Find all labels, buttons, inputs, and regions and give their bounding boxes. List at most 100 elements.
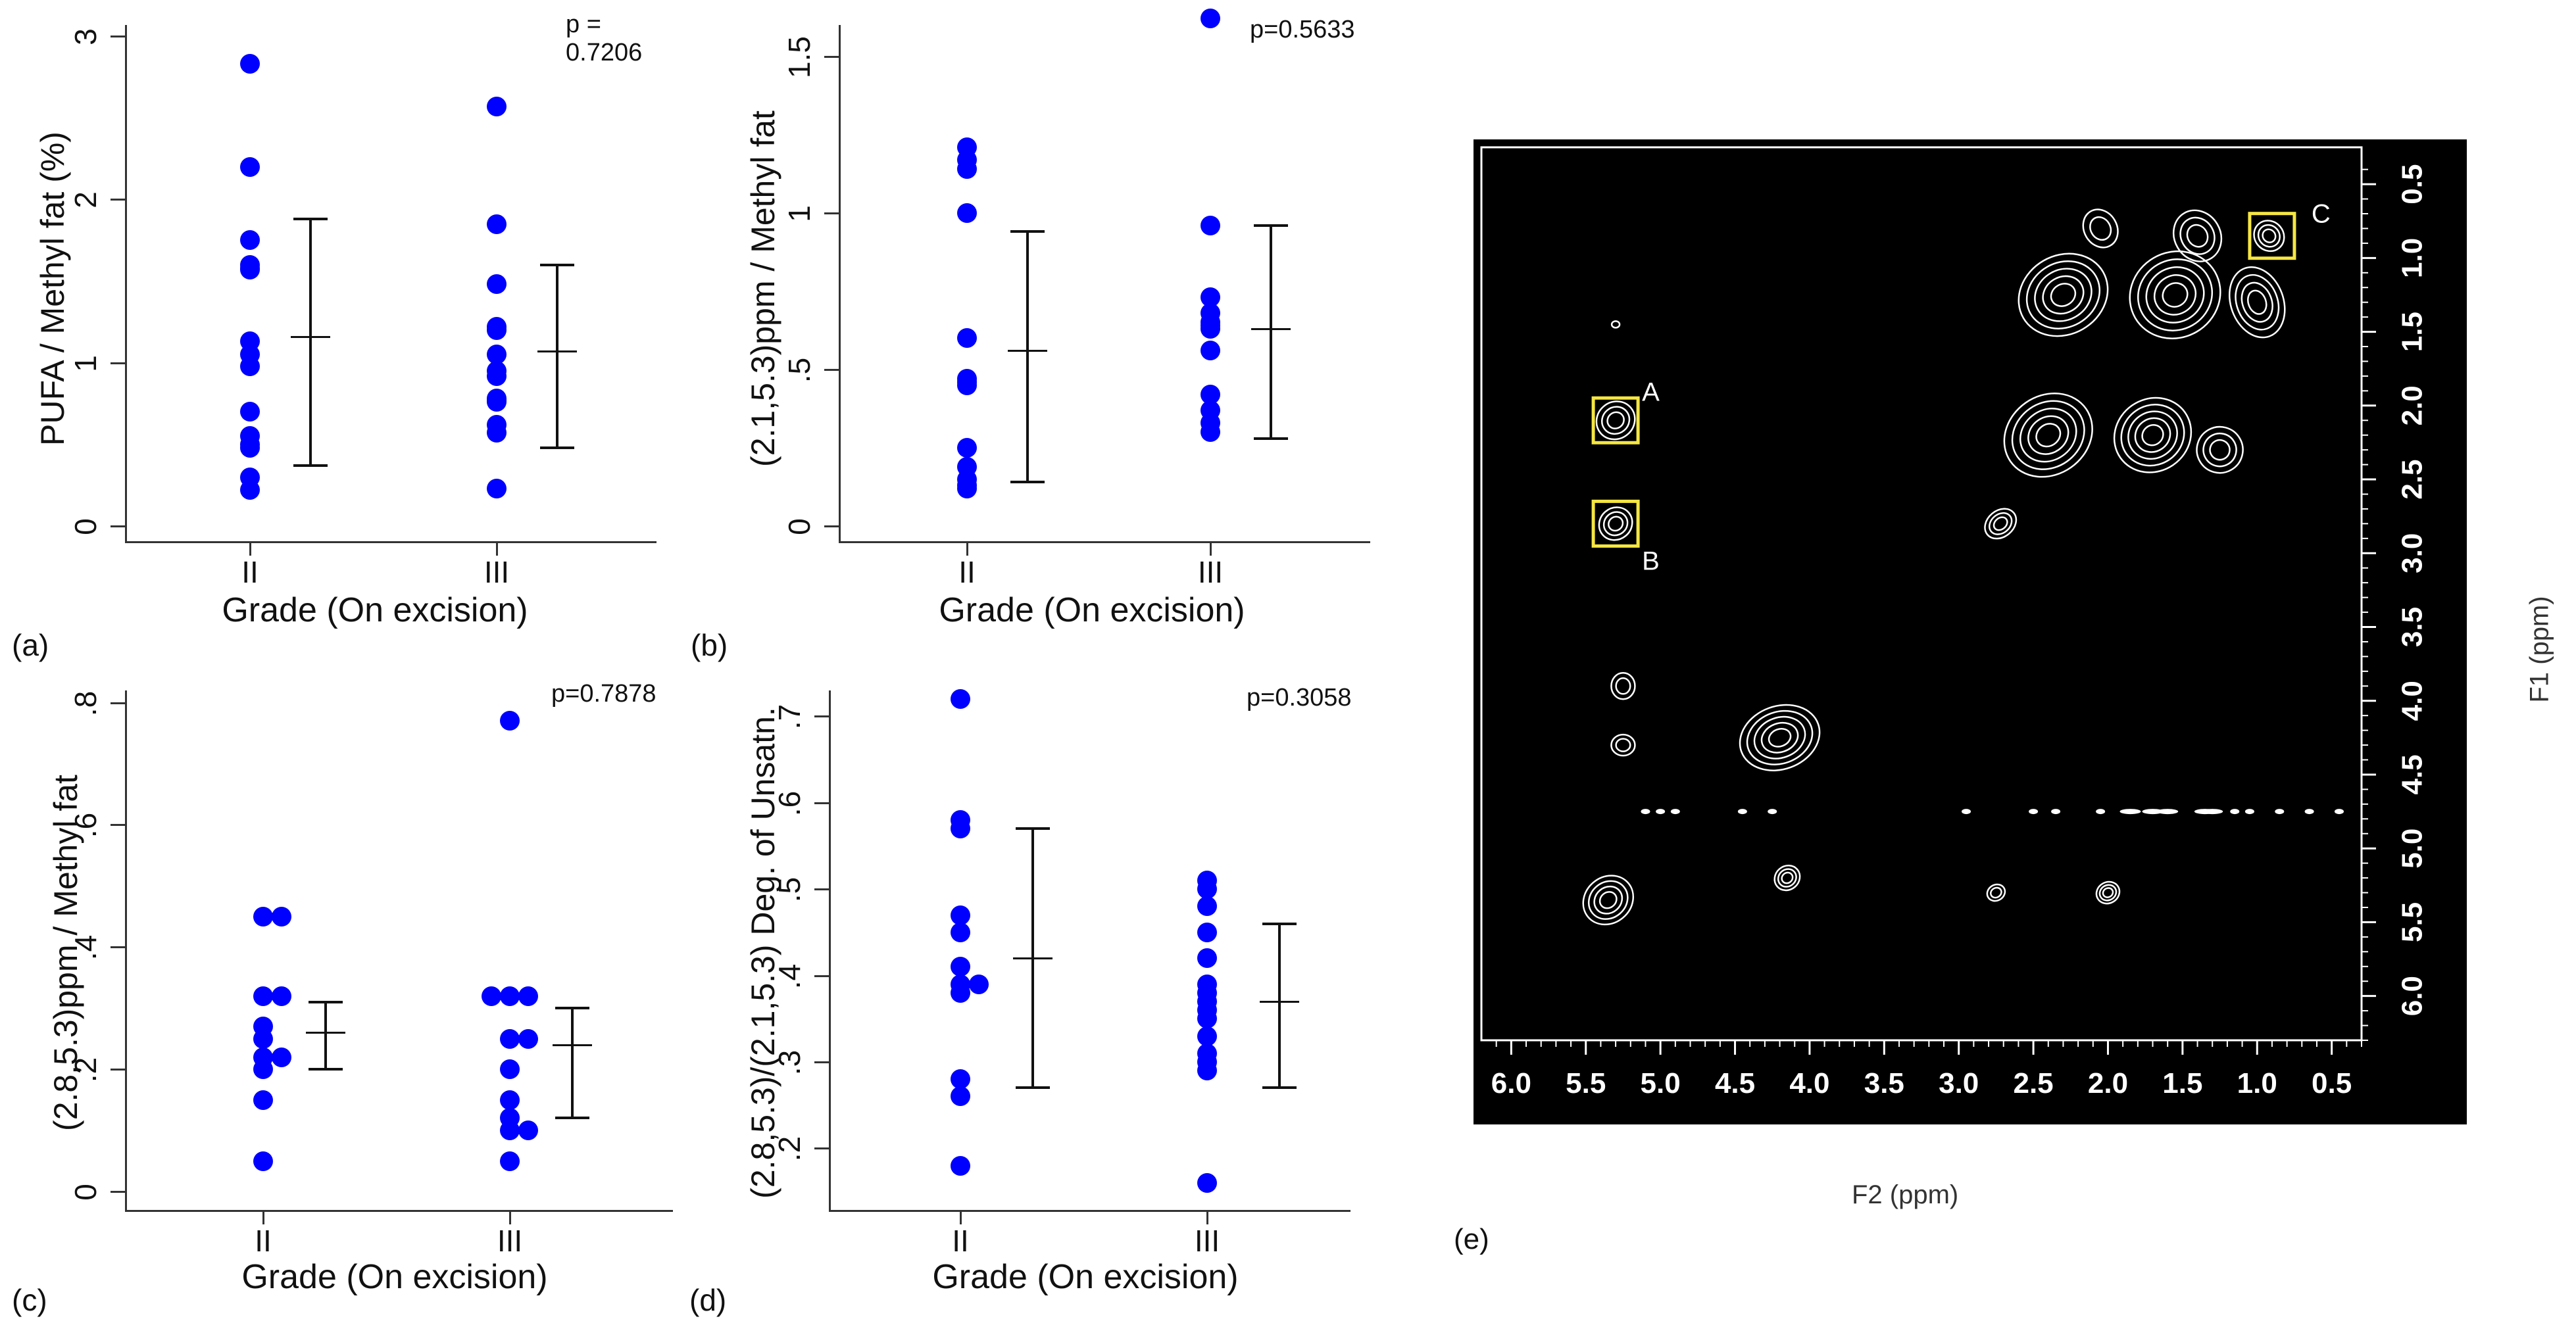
data-point [951, 1086, 970, 1107]
x-axis-label-a: Grade (On excision) [222, 591, 528, 629]
data-point [1197, 1061, 1217, 1081]
y-tick [824, 368, 839, 371]
peak-label-B: B [1642, 546, 1660, 575]
data-point [500, 711, 520, 731]
y-tick-label: 0 [68, 1184, 103, 1201]
x-tick [1206, 1210, 1208, 1224]
data-point [272, 1047, 291, 1067]
data-point [1197, 896, 1217, 917]
nmr-y-tick-label: 3.0 [2396, 533, 2429, 573]
nmr-noise [1768, 809, 1777, 815]
error-bar-cap-low [1254, 437, 1288, 440]
panel-label-a: (a) [12, 628, 49, 662]
data-point [1201, 318, 1220, 339]
plot-area-b [839, 25, 1370, 543]
error-bar-mean [1251, 327, 1291, 330]
data-point [253, 906, 273, 927]
nmr-contour [2120, 404, 2185, 467]
nmr-spectrum [1474, 139, 2467, 1124]
data-point [951, 905, 970, 925]
nmr-contour [2137, 258, 2214, 331]
nmr-contour [1610, 320, 1621, 329]
x-tick-label: III [1197, 555, 1224, 589]
peak-label-A: A [1642, 377, 1660, 406]
nmr-noise [2244, 809, 2254, 815]
nmr-contour [2129, 250, 2221, 339]
nmr-noise [1670, 809, 1680, 815]
data-point [500, 1151, 520, 1171]
nmr-contour [2209, 439, 2231, 461]
data-point [1197, 1172, 1217, 1193]
nmr-contour [2196, 425, 2244, 474]
data-point [240, 157, 260, 177]
y-tick [824, 525, 839, 527]
nmr-y-tick-label: 2.0 [2396, 385, 2429, 425]
data-point [253, 1151, 273, 1171]
data-point [253, 1090, 273, 1110]
nmr-x-tick-label: 0.5 [2312, 1067, 2352, 1099]
nmr-contour [2241, 281, 2273, 323]
y-tick-label: 1.5 [782, 36, 816, 78]
data-point [951, 1155, 970, 1176]
error-bar-cap-high [309, 1000, 343, 1003]
nmr-contour [2019, 408, 2077, 463]
plot-area-a [125, 25, 656, 543]
data-point [487, 366, 507, 386]
y-tick [814, 975, 829, 977]
nmr-x-tick-label: 5.5 [1566, 1067, 1606, 1099]
data-point [957, 159, 977, 180]
nmr-y-tick-label: 5.5 [2396, 902, 2429, 942]
nmr-noise [2142, 809, 2164, 815]
nmr-y-tick-label: 6.0 [2396, 976, 2429, 1016]
nmr-contour [2246, 289, 2267, 315]
nmr-contour [1993, 516, 2008, 531]
nmr-contour [1610, 733, 1636, 757]
x-tick [262, 1210, 264, 1224]
nmr-contour [1753, 715, 1806, 759]
nmr-contour [1990, 886, 2002, 899]
nmr-contour [1615, 738, 1631, 752]
nmr-x-tick-label: 2.5 [2013, 1067, 2053, 1099]
error-bar-mean [1260, 1000, 1299, 1003]
y-tick-label: 2 [68, 191, 103, 209]
data-point [1201, 341, 1220, 361]
nmr-contour [2050, 283, 2077, 307]
nmr-noise [2157, 809, 2179, 815]
error-bar-cap-low [293, 464, 328, 468]
data-point [957, 375, 977, 395]
data-point [487, 320, 507, 340]
error-bar-line [1278, 923, 1281, 1088]
data-point [487, 214, 507, 234]
nmr-contour [1608, 516, 1624, 532]
error-bar-cap-high [555, 1007, 589, 1010]
data-point [240, 356, 260, 376]
peak-box-A [1591, 396, 1640, 445]
nmr-contour [1593, 885, 1623, 915]
y-tick [814, 802, 829, 804]
nmr-noise [1962, 809, 1971, 815]
nmr-x-tick-label: 1.0 [2237, 1067, 2277, 1099]
y-tick [111, 525, 125, 527]
data-point [969, 974, 989, 994]
x-tick-label: II [958, 555, 976, 589]
nmr-contour [2141, 423, 2164, 446]
p-value-a: p = 0.7206 [566, 11, 643, 66]
nmr-noise [1737, 809, 1747, 815]
nmr-contour [2228, 266, 2286, 339]
data-point [518, 1120, 538, 1141]
nmr-contour [2042, 275, 2085, 315]
error-bar-cap-high [1016, 827, 1050, 831]
nmr-contour [2089, 216, 2112, 241]
data-point [240, 480, 260, 500]
data-point [957, 437, 977, 458]
data-point [500, 986, 520, 1006]
y-tick-label: 0 [782, 518, 816, 535]
data-point [1201, 422, 1220, 443]
data-point [951, 982, 970, 1003]
x-tick-label: III [1194, 1224, 1220, 1258]
data-point [951, 1069, 970, 1090]
y-tick [814, 888, 829, 891]
x-tick-label: III [497, 1224, 523, 1258]
nmr-contour [2162, 282, 2189, 308]
peak-label-C: C [2312, 200, 2331, 229]
